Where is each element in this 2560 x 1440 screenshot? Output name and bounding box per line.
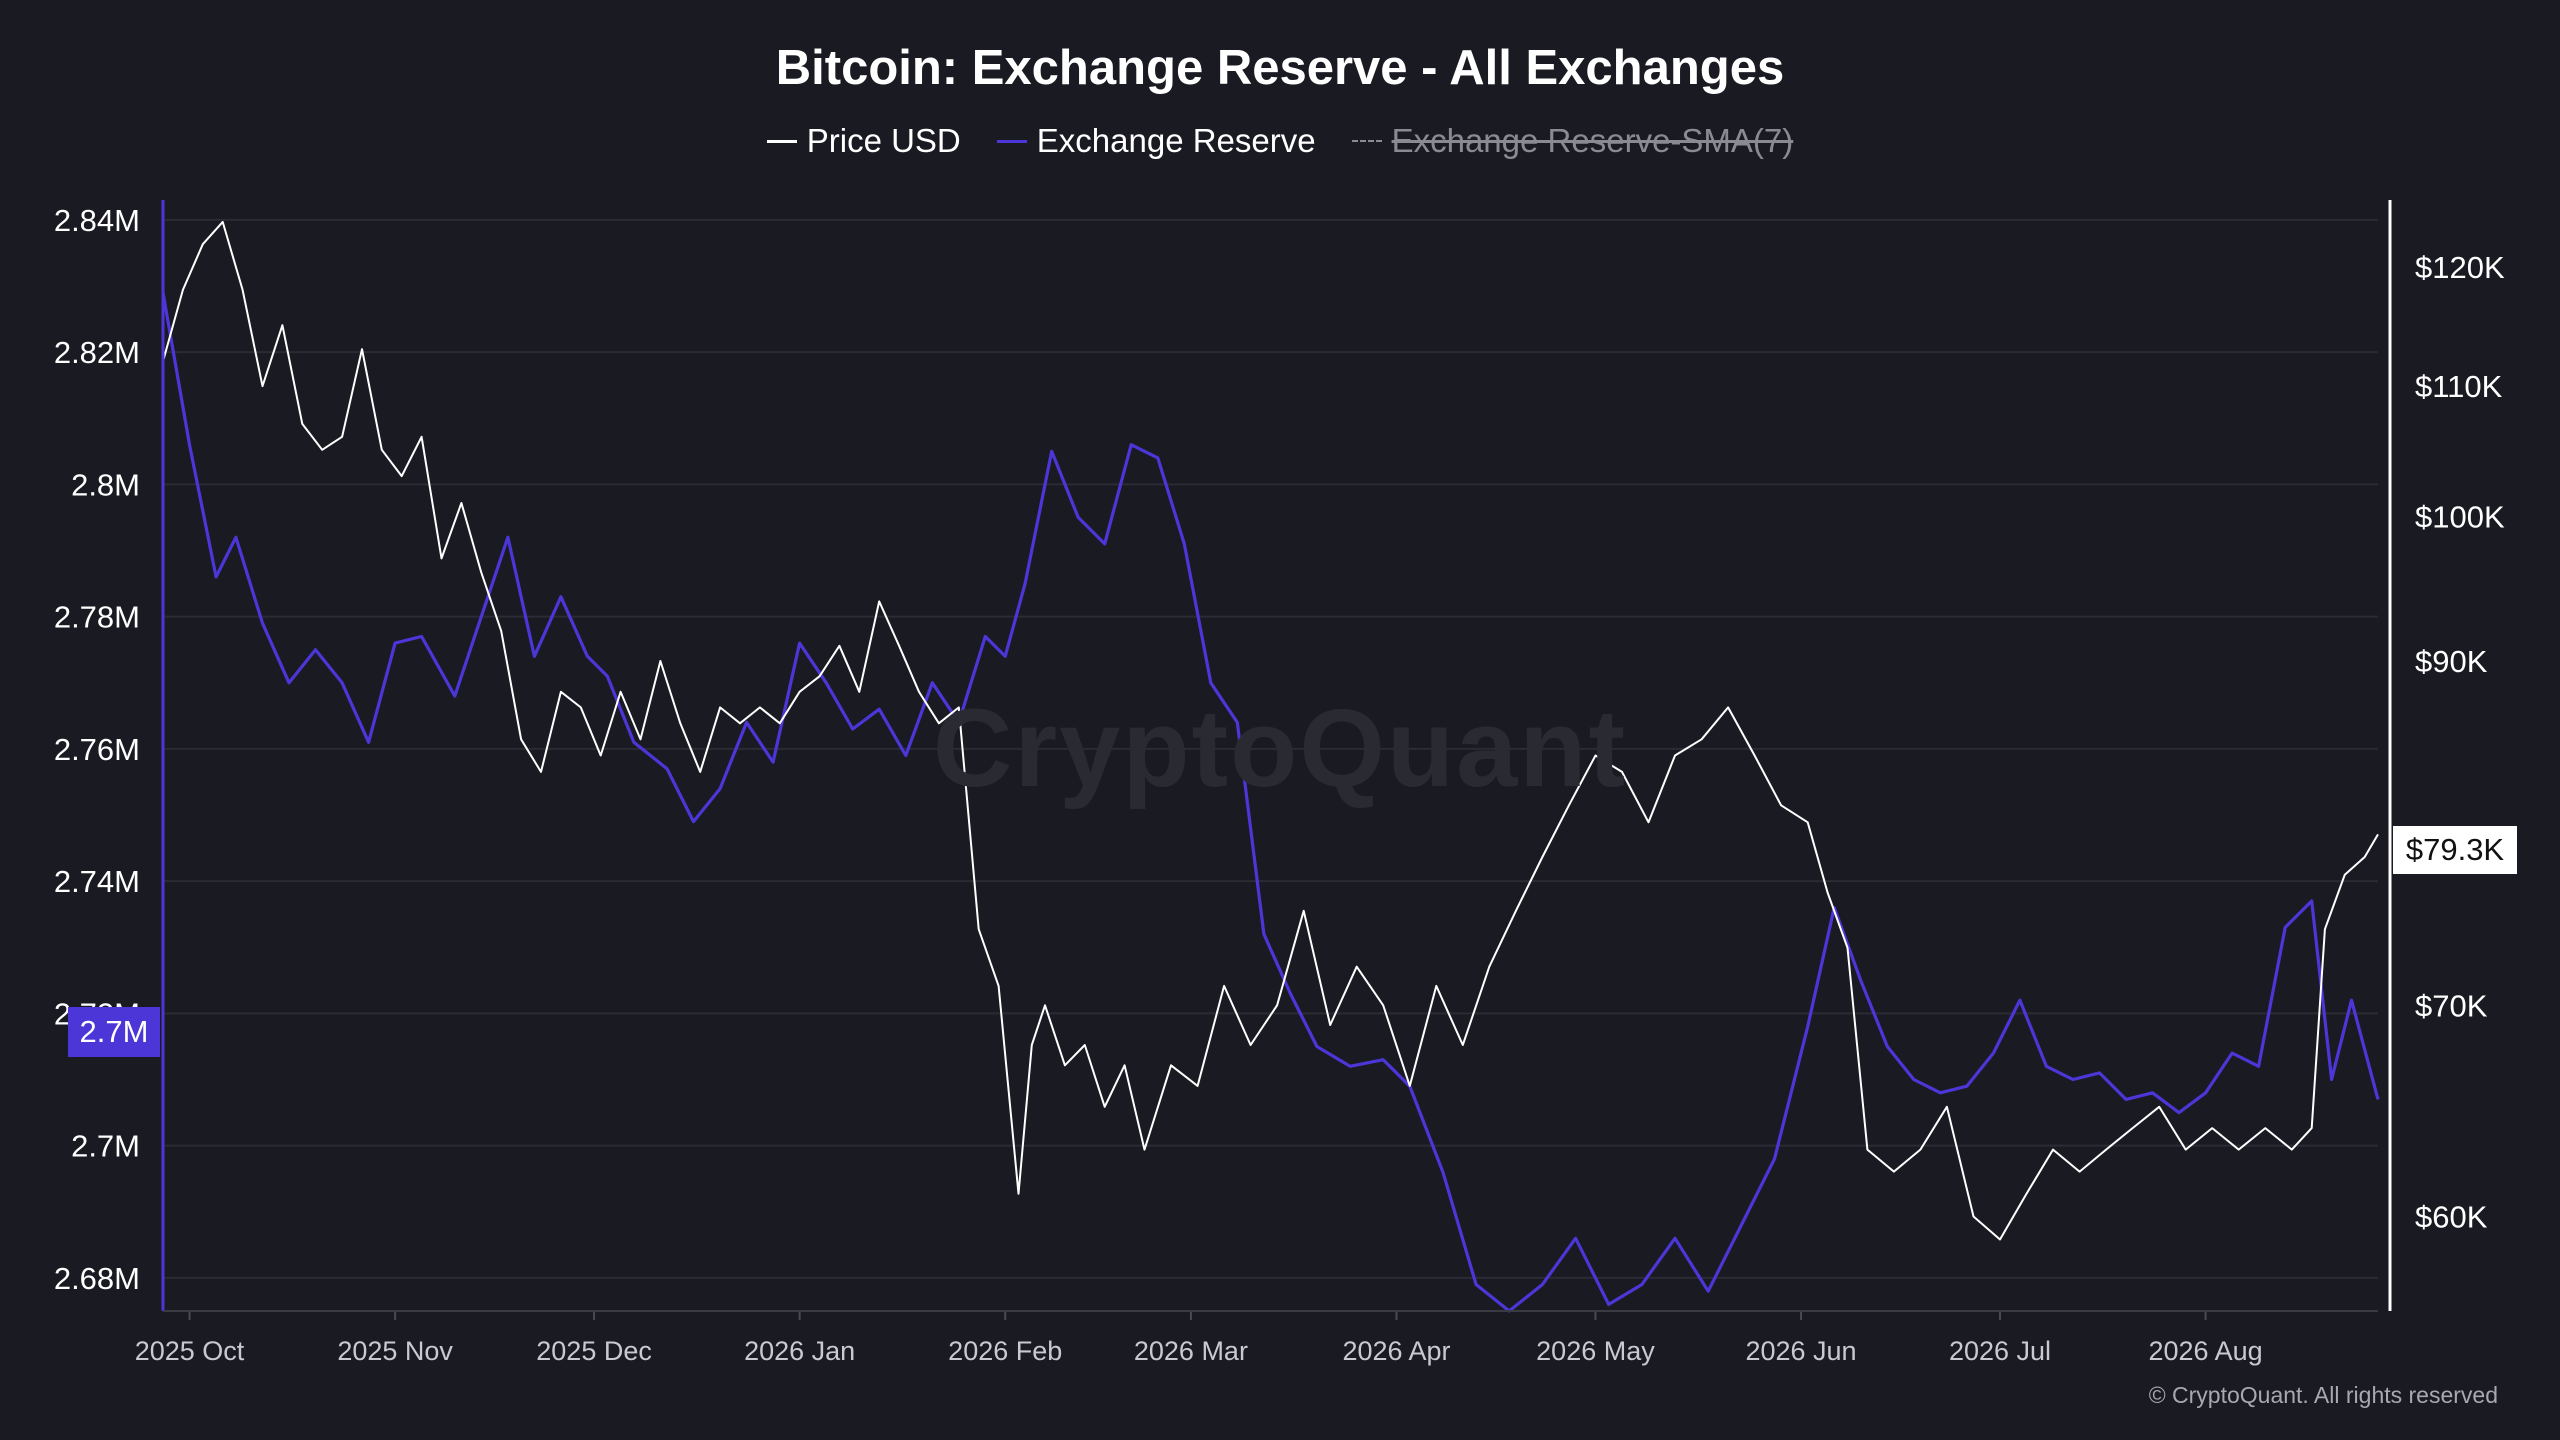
y-left-tick-label: 2.8M — [71, 467, 140, 502]
legend-item-price[interactable]: Price USD — [766, 122, 961, 160]
copyright: © CryptoQuant. All rights reserved — [2148, 1382, 2498, 1408]
price-line-swatch — [766, 139, 797, 143]
x-tick-label: 2025 Oct — [135, 1336, 245, 1366]
y-right-tick-label: $70K — [2415, 988, 2488, 1023]
watermark: CryptoQuant — [932, 687, 1628, 810]
y-right-tick-label: $90K — [2415, 644, 2488, 679]
legend-item-sma[interactable]: Exchange Reserve-SMA(7) — [1351, 122, 1794, 160]
grid-lines — [163, 218, 2378, 1279]
x-tick-label: 2026 Mar — [1134, 1336, 1248, 1366]
y-right-tick-label: $120K — [2415, 250, 2505, 285]
y-left-tick-label: 2.76M — [54, 732, 140, 767]
y-left-tick-label: 2.84M — [54, 203, 140, 238]
legend: Price USD Exchange Reserve Exchange Rese… — [0, 122, 2560, 160]
legend-label-reserve: Exchange Reserve — [1036, 122, 1316, 159]
x-tick-label: 2026 Feb — [948, 1336, 1062, 1366]
legend-item-reserve[interactable]: Exchange Reserve — [996, 122, 1316, 160]
x-tick-label: 2026 Jul — [1949, 1336, 2051, 1366]
y-axis-right: $60K $70K $90K $100K $110K $120K — [2415, 250, 2505, 1235]
x-tick-label: 2026 Jan — [744, 1336, 855, 1366]
x-tick-label: 2025 Dec — [536, 1336, 652, 1366]
series-lines — [161, 220, 2380, 1313]
current-reserve-badge: 2.7M — [68, 1007, 160, 1057]
x-axis: 2025 Oct 2025 Nov 2025 Dec 2026 Jan 2026 Feb… — [135, 1311, 2263, 1366]
y-left-tick-label: 2.7M — [71, 1129, 140, 1164]
series-line-exchange-reserve — [161, 292, 2380, 1313]
y-right-tick-label: $110K — [2415, 369, 2503, 404]
x-tick-label: 2026 May — [1536, 1336, 1655, 1366]
series-line-price-usd — [162, 220, 2379, 1241]
x-tick-label: 2026 Aug — [2149, 1336, 2263, 1366]
legend-label-price: Price USD — [806, 122, 961, 159]
legend-label-sma: Exchange Reserve-SMA(7) — [1391, 122, 1794, 159]
reserve-line-swatch — [996, 139, 1027, 143]
y-right-tick-label: $60K — [2415, 1199, 2488, 1234]
x-tick-label: 2026 Jun — [1745, 1336, 1856, 1366]
sma-line-swatch — [1351, 140, 1382, 142]
y-right-tick-label: $100K — [2415, 500, 2505, 535]
y-left-tick-label: 2.74M — [54, 864, 140, 899]
x-tick-label: 2026 Apr — [1342, 1336, 1450, 1366]
y-left-tick-label: 2.82M — [54, 335, 140, 370]
y-left-tick-label: 2.68M — [54, 1261, 140, 1296]
x-tick-label: 2025 Nov — [337, 1336, 453, 1366]
current-price-badge: $79.3K — [2393, 826, 2517, 874]
chart-title: Bitcoin: Exchange Reserve - All Exchange… — [775, 41, 1785, 95]
y-left-tick-label: 2.78M — [54, 600, 140, 635]
